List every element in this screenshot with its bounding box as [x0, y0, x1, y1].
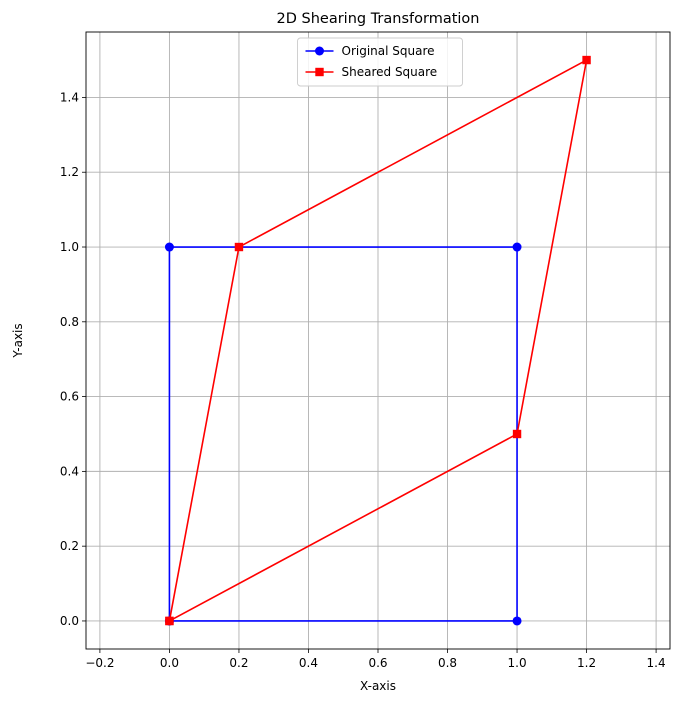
y-axis-label: Y-axis [11, 323, 25, 358]
series-2-point [582, 55, 591, 65]
series-2-point [165, 616, 174, 626]
y-tick-label: 0.6 [60, 390, 79, 404]
legend-box [297, 37, 463, 87]
legend-item-2: Sheared Square [305, 65, 438, 79]
y-tick-label: 0.2 [60, 539, 79, 553]
y-tick-label: 1.2 [60, 165, 79, 179]
x-tick-label: 1.0 [508, 656, 527, 670]
series-1-point [164, 242, 174, 252]
legend-swatch-marker [315, 67, 324, 77]
series-1-point [512, 242, 522, 252]
legend: Original Square Sheared Square [297, 37, 463, 87]
x-axis-label: X-axis [360, 679, 396, 693]
x-tick-label: 0.0 [160, 656, 179, 670]
series-1-point [512, 616, 522, 626]
y-tick-label: 0.0 [60, 614, 79, 628]
x-tick-label: 0.2 [229, 656, 248, 670]
y-tick-label: 1.0 [60, 240, 79, 254]
x-tick-label: 1.4 [647, 656, 666, 670]
ticks: −0.2 0.0 0.2 0.4 0.6 0.8 1.0 1.2 1.4 0.0 0.2 0.4 0.6… [60, 90, 666, 670]
y-tick-label: 1.4 [60, 90, 79, 104]
x-tick-label: 1.2 [577, 656, 596, 670]
x-tick-label: 0.8 [438, 656, 457, 670]
series-2-point [234, 242, 244, 252]
legend-swatch-marker [315, 46, 324, 56]
x-tick-label: 0.6 [368, 656, 387, 670]
y-tick-label: 0.4 [60, 464, 79, 478]
x-tick-label: −0.2 [85, 656, 114, 670]
series-2-point [512, 429, 522, 439]
chart-title: 2D Shearing Transformation [277, 11, 480, 27]
series-2 [165, 55, 591, 626]
legend-label: Sheared Square [342, 65, 438, 79]
y-tick-label: 0.8 [60, 315, 79, 329]
legend-item-1: Original Square [305, 44, 435, 58]
legend-label: Original Square [342, 44, 435, 58]
x-tick-label: 0.4 [299, 656, 318, 670]
series-layer [164, 55, 591, 626]
